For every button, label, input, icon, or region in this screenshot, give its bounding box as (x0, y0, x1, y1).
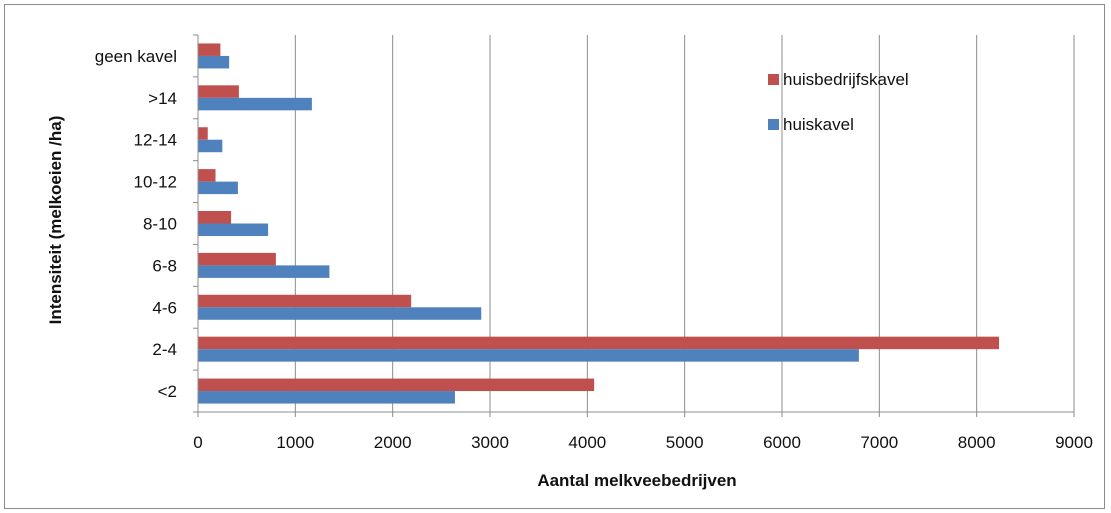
bar-huisbedrijfskavel-10-12 (198, 169, 216, 182)
legend-swatch-huisbedrijfskavel (768, 74, 779, 85)
legend-swatch-huiskavel (768, 119, 779, 130)
y-tick-label: <2 (158, 382, 177, 401)
bar-huisbedrijfskavel-geen kavel (198, 43, 221, 56)
bar-huiskavel-6-8 (198, 265, 330, 278)
legend-label-huiskavel: huiskavel (783, 115, 854, 134)
bar-huisbedrijfskavel->14 (198, 85, 239, 98)
y-tick-label: 6-8 (152, 256, 177, 275)
bar-huisbedrijfskavel-6-8 (198, 252, 276, 266)
chart-frame (4, 4, 1105, 509)
bar-huiskavel-2-4 (198, 349, 859, 362)
x-tick-label: 2000 (374, 433, 412, 452)
legend: huisbedrijfskavel huiskavel (768, 70, 909, 134)
y-tick-label: 4-6 (152, 298, 177, 317)
y-tick-label: 2-4 (152, 340, 177, 359)
bar-huiskavel-8-10 (198, 223, 269, 236)
x-tick-label: 8000 (958, 433, 996, 452)
legend-label-huisbedrijfskavel: huisbedrijfskavel (783, 70, 909, 89)
x-tick-label: 4000 (568, 433, 606, 452)
x-tick-label: 5000 (666, 433, 704, 452)
axes (193, 34, 1075, 417)
x-tick-label: 6000 (763, 433, 801, 452)
y-tick-labels: <2 2-4 4-6 6-8 8-10 10-12 12-14 >14 geen kavel (95, 47, 177, 401)
y-tick-label: >14 (148, 89, 177, 108)
y-tick-label: 8-10 (143, 215, 177, 234)
x-tick-labels: 0 1000 2000 3000 4000 5000 6000 7000 8000 9000 (193, 433, 1093, 452)
bar-huisbedrijfskavel-8-10 (198, 211, 232, 224)
y-tick-label: geen kavel (95, 47, 177, 66)
x-tick-label: 3000 (471, 433, 509, 452)
bar-huiskavel-<2 (198, 391, 455, 404)
bar-huisbedrijfskavel-4-6 (198, 294, 412, 308)
bar-huiskavel-geen kavel (198, 55, 230, 69)
x-axis-title: Aantal melkveebedrijven (537, 471, 736, 490)
x-tick-label: 0 (193, 433, 202, 452)
y-tick-label: 12-14 (134, 131, 177, 150)
x-tick-label: 9000 (1055, 433, 1093, 452)
bar-huisbedrijfskavel-<2 (198, 378, 595, 392)
y-tick-label: 10-12 (134, 173, 177, 192)
y-axis-title: Intensiteit (melkoeien /ha) (46, 116, 65, 325)
bar-huiskavel-4-6 (198, 307, 482, 320)
bar-huisbedrijfskavel-2-4 (198, 336, 1000, 350)
bars (198, 43, 1000, 404)
bar-huiskavel->14 (198, 97, 312, 111)
x-tick-label: 7000 (860, 433, 898, 452)
bar-huiskavel-12-14 (198, 139, 223, 153)
bar-huisbedrijfskavel-12-14 (198, 127, 208, 140)
x-tick-label: 1000 (276, 433, 314, 452)
bar-huiskavel-10-12 (198, 181, 238, 195)
